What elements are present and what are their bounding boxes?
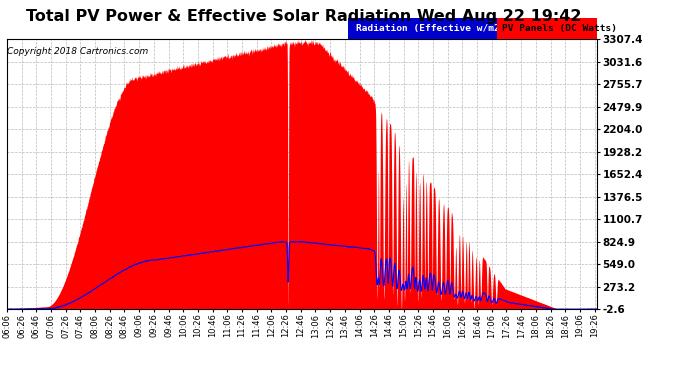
Text: Copyright 2018 Cartronics.com: Copyright 2018 Cartronics.com — [8, 48, 149, 57]
Text: Radiation (Effective w/m2): Radiation (Effective w/m2) — [356, 24, 505, 33]
Text: PV Panels (DC Watts): PV Panels (DC Watts) — [502, 24, 617, 33]
Text: Total PV Power & Effective Solar Radiation Wed Aug 22 19:42: Total PV Power & Effective Solar Radiati… — [26, 9, 582, 24]
